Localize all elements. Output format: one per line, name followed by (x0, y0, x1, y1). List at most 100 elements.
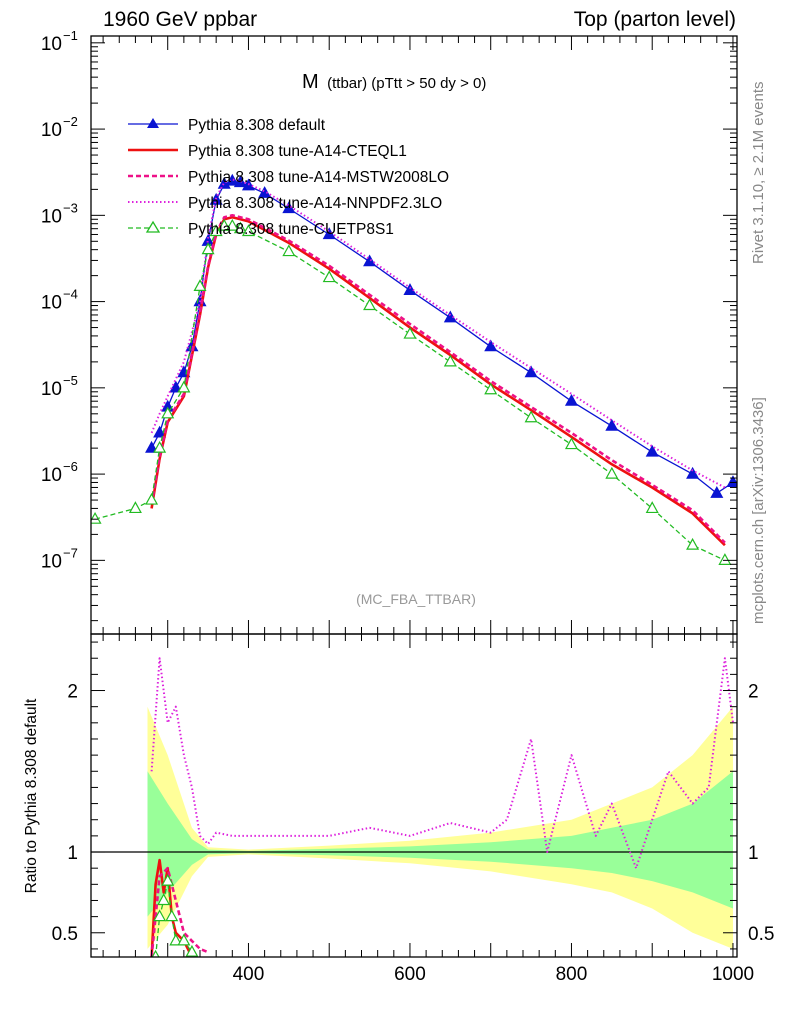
legend-marker-triangle-icon (147, 118, 159, 128)
plot-title-main: M (302, 71, 319, 93)
ratio-plot: 0.5 0.5 1 1 2 2 400 600 800 1000 Ratio to Pythia… (23, 633, 774, 985)
main-y-tick-exponent: −2 (63, 114, 78, 129)
main-point-default (169, 380, 183, 393)
x-tick-label: 400 (233, 964, 265, 985)
main-y-axis: 10−710−610−510−410−310−210−1 (41, 28, 737, 634)
main-point-default (710, 485, 724, 498)
legend-label-default: Pythia 8.308 default (188, 117, 326, 134)
ratio-series-layer (150, 657, 734, 957)
ratio-frame (90, 633, 738, 958)
legend-label-mstw: Pythia 8.308 tune-A14-MSTW2008LO (188, 169, 449, 186)
main-point-default (217, 176, 231, 189)
main-y-tick-label: 10 (41, 34, 62, 55)
legend-label-cteql1: Pythia 8.308 tune-A14-CTEQL1 (188, 143, 407, 160)
main-point-cuetp8s1 (363, 298, 377, 311)
x-tick-label: 600 (394, 964, 426, 985)
main-point-cuetp8s1 (201, 242, 215, 255)
legend-item-nnpdf: Pythia 8.308 tune-A14-NNPDF2.3LO (128, 195, 442, 212)
main-point-cuetp8s1 (161, 406, 175, 419)
main-point-default (726, 475, 737, 488)
ratio-bands-layer (91, 706, 737, 949)
main-line-mstw (150, 214, 726, 544)
plot-title: M (ttbar) (pTtt > 50 dy > 0) (302, 71, 486, 93)
ratio-point-cuetp8s1 (161, 873, 175, 886)
main-point-cuetp8s1 (177, 380, 191, 393)
main-point-cuetp8s1 (217, 218, 231, 231)
ratio-y-tick-label-right: 2 (748, 682, 759, 703)
main-point-cuetp8s1 (233, 221, 247, 234)
ratio-point-cuetp8s1 (151, 949, 160, 957)
main-point-cuetp8s1 (193, 279, 207, 292)
main-y-tick-exponent: −1 (63, 28, 78, 43)
ratio-point-cuetp8s1 (185, 944, 199, 957)
main-point-default (282, 201, 296, 214)
legend-item-cuetp8s1: Pythia 8.308 tune-CUETP8S1 (128, 220, 394, 238)
side-label-mcplots: mcplots.cern.ch [arXiv:1306.3436] (750, 397, 767, 624)
main-point-cuetp8s1 (718, 553, 732, 565)
legend-item-default: Pythia 8.308 default (128, 117, 326, 134)
legend: Pythia 8.308 default Pythia 8.308 tune-A… (128, 117, 449, 238)
main-point-cuetp8s1 (128, 501, 142, 514)
ratio-point-cuetp8s1 (157, 893, 171, 906)
main-point-cuetp8s1 (225, 218, 239, 231)
main-y-tick-label: 10 (41, 551, 62, 572)
main-line-cuetp8s1 (94, 225, 726, 561)
main-y-tick-exponent: −3 (63, 200, 78, 215)
main-line-cteql1 (150, 216, 726, 547)
legend-item-cteql1: Pythia 8.308 tune-A14-CTEQL1 (128, 143, 407, 160)
main-point-cuetp8s1 (322, 270, 336, 283)
ratio-y-tick-label-right: 1 (748, 843, 759, 864)
main-point-cuetp8s1 (241, 224, 255, 237)
main-y-tick-exponent: −6 (63, 459, 78, 474)
main-point-cuetp8s1 (605, 466, 619, 479)
analysis-label: (MC_FBA_TTBAR) (356, 591, 476, 607)
main-point-default (484, 339, 498, 352)
main-point-cuetp8s1 (686, 537, 700, 550)
ratio-axis-label: Ratio to Pythia 8.308 default (23, 698, 40, 893)
legend-label-cuetp8s1: Pythia 8.308 tune-CUETP8S1 (188, 221, 394, 238)
header-process: Top (parton level) (574, 8, 736, 31)
main-point-default (686, 466, 700, 479)
legend-marker-open-triangle-icon (145, 220, 161, 233)
main-point-default (363, 254, 377, 267)
main-point-default (153, 425, 167, 438)
main-point-default (564, 393, 578, 406)
main-point-cuetp8s1 (153, 440, 167, 453)
main-y-tick-label: 10 (41, 379, 62, 400)
ratio-point-cuetp8s1 (153, 909, 167, 922)
main-point-cuetp8s1 (282, 244, 296, 257)
ratio-y-axis: 0.5 0.5 1 1 2 2 (52, 641, 774, 950)
main-y-tick-exponent: −4 (63, 287, 78, 302)
main-point-default (524, 365, 538, 378)
main-y-tick-label: 10 (41, 293, 62, 314)
main-series-layer (91, 173, 737, 565)
main-y-tick-exponent: −7 (63, 545, 78, 560)
ratio-y-tick-label-left: 0.5 (52, 924, 78, 945)
ratio-y-tick-label-right: 0.5 (748, 924, 774, 945)
main-point-default (322, 227, 336, 240)
x-tick-label: 1000 (712, 964, 754, 985)
x-tick-label: 800 (556, 964, 588, 985)
ratio-point-cuetp8s1 (177, 933, 191, 946)
ratio-y-tick-label-left: 1 (67, 843, 78, 864)
main-y-tick-exponent: −5 (63, 373, 78, 388)
ratio-band-green (147, 771, 733, 917)
ratio-point-cuetp8s1 (165, 909, 179, 922)
ratio-line-mstw (150, 866, 209, 957)
main-point-default (605, 418, 619, 431)
main-point-cuetp8s1 (443, 354, 457, 367)
main-point-cuetp8s1 (564, 437, 578, 450)
main-point-cuetp8s1 (645, 501, 659, 514)
x-axis: 400 600 800 1000 (102, 634, 754, 985)
ratio-line-nnpdf (150, 657, 734, 870)
main-point-default (645, 444, 659, 457)
header-energy: 1960 GeV ppbar (103, 8, 257, 31)
main-point-cuetp8s1 (484, 382, 498, 395)
main-point-default (145, 440, 159, 453)
main-point-default (403, 283, 417, 295)
main-point-cuetp8s1 (91, 511, 102, 524)
main-point-cuetp8s1 (524, 410, 538, 423)
legend-item-mstw: Pythia 8.308 tune-A14-MSTW2008LO (128, 169, 449, 186)
main-line-nnpdf (150, 178, 726, 489)
